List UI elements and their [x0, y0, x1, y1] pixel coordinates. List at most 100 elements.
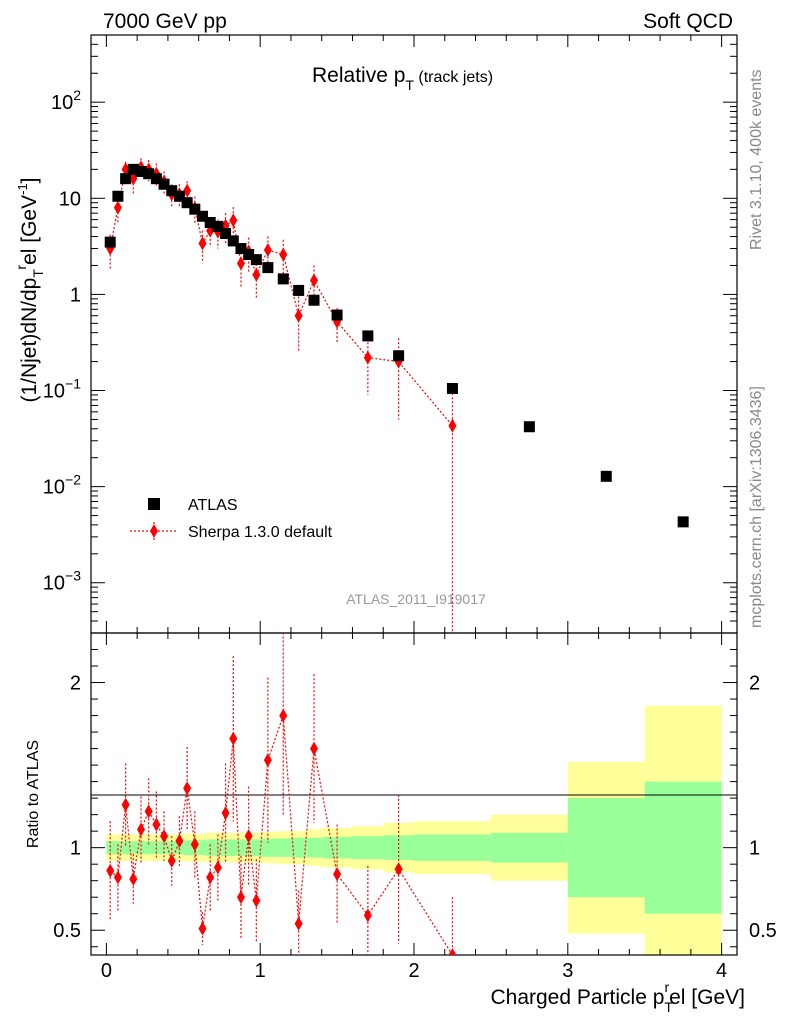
- sherpa-point: [129, 872, 138, 887]
- sherpa-point: [106, 863, 115, 878]
- band-inner: [121, 841, 130, 855]
- sherpa-point: [198, 921, 207, 936]
- atlas-point: [135, 166, 147, 178]
- sherpa-point: [252, 893, 261, 908]
- sherpa-point: [121, 162, 130, 177]
- x-tick-label: 4: [716, 960, 727, 982]
- band-inner: [106, 841, 115, 855]
- y-tick-label: 10: [59, 188, 81, 210]
- sherpa-point: [160, 829, 169, 844]
- y-tick-label: 10−1: [43, 376, 81, 403]
- sherpa-point: [183, 781, 192, 796]
- x-tick-label: 3: [562, 960, 573, 982]
- atlas-point: [262, 262, 274, 274]
- band-inner: [229, 839, 238, 856]
- atlas-point: [173, 190, 185, 202]
- atlas-point: [127, 163, 139, 175]
- atlas-point: [166, 185, 178, 197]
- sherpa-point: [144, 804, 153, 819]
- atlas-point: [120, 173, 132, 185]
- ratio-y-tick-label: 2: [70, 673, 81, 695]
- band-inner: [206, 839, 215, 856]
- atlas-point: [220, 228, 232, 240]
- atlas-point: [446, 382, 458, 394]
- band-inner: [252, 839, 261, 856]
- band-inner: [183, 840, 191, 856]
- band-inner: [275, 838, 291, 857]
- sherpa-point: [113, 200, 122, 215]
- header-energy: 7000 GeV pp: [103, 10, 227, 33]
- sherpa-point: [236, 890, 245, 905]
- sherpa-point: [229, 731, 238, 746]
- y-tick-label: 10−3: [43, 568, 81, 595]
- band-inner: [198, 840, 207, 856]
- x-axis-label: Charged Particle pTrel [GeV]: [490, 979, 745, 1015]
- band-inner: [114, 841, 122, 855]
- sherpa-point: [244, 829, 253, 844]
- sherpa-point: [333, 867, 342, 882]
- sherpa-point: [136, 822, 145, 837]
- ratio-sherpa-series: [106, 633, 457, 955]
- ratio-y-tick-label-right: 2: [749, 673, 760, 695]
- atlas-point: [189, 203, 201, 215]
- ratio-y-tick-label: 0.5: [53, 920, 81, 942]
- sherpa-point: [221, 805, 230, 820]
- band-inner: [129, 841, 138, 855]
- atlas-point: [104, 236, 116, 248]
- atlas-point: [150, 173, 162, 185]
- atlas-point: [677, 516, 689, 528]
- sherpa-point: [198, 236, 207, 251]
- sherpa-point: [152, 817, 161, 832]
- atlas-point: [277, 273, 289, 285]
- sherpa-point: [279, 708, 288, 723]
- ratio-y-tick-label-right: 1: [749, 838, 760, 860]
- ratio-y-tick-label: 1: [70, 838, 81, 860]
- atlas-point: [143, 168, 155, 180]
- sherpa-point: [229, 213, 238, 228]
- sherpa-point: [294, 308, 303, 323]
- band-inner: [306, 837, 322, 858]
- axis-ticks: 0 1 2 3 4 102 10 1 10−1 10−2 10−3 2 2 1 1 0.5 0.5: [43, 34, 777, 982]
- y-tick-label: 10−2: [43, 472, 81, 499]
- band-inner: [352, 836, 384, 860]
- sherpa-point: [213, 860, 222, 875]
- sherpa-point: [448, 418, 457, 433]
- sherpa-point: [183, 183, 192, 198]
- sherpa-point: [263, 753, 272, 768]
- atlas-point: [197, 210, 209, 222]
- legend-atlas-label: ATLAS: [188, 497, 238, 514]
- header-category: Soft QCD: [643, 10, 733, 33]
- sherpa-point: [448, 948, 457, 955]
- atlas-point: [600, 470, 612, 482]
- atlas-point: [235, 243, 247, 255]
- legend-atlas-marker: [148, 498, 160, 510]
- band-inner: [490, 832, 568, 863]
- x-tick-label: 1: [255, 960, 266, 982]
- band-inner: [644, 781, 722, 914]
- sherpa-point: [263, 242, 272, 257]
- atlas-point: [362, 330, 374, 342]
- sherpa-line: [109, 166, 453, 427]
- atlas-point: [308, 294, 320, 306]
- ratio-y-axis-label: Ratio to ATLAS: [25, 740, 42, 848]
- atlas-point: [227, 235, 239, 247]
- band-inner: [567, 798, 645, 898]
- main-y-axis-label: (1/Njet)dN/dpTrel [GeV-1]: [13, 177, 46, 402]
- sherpa-point: [206, 870, 215, 885]
- atlas-point: [112, 190, 124, 202]
- main-sherpa-series: [106, 158, 457, 633]
- atlas-point: [393, 350, 405, 362]
- atlas-point: [181, 197, 193, 209]
- sherpa-point: [310, 273, 319, 288]
- y-tick-label: 1: [70, 284, 81, 306]
- atlas-point: [158, 178, 170, 190]
- sherpa-point: [129, 171, 138, 186]
- atlas-point: [293, 284, 305, 296]
- band-inner: [167, 841, 176, 855]
- sherpa-point: [279, 247, 288, 262]
- sherpa-point: [236, 256, 245, 271]
- legend-sherpa-marker: [150, 524, 158, 538]
- band-inner: [260, 838, 276, 857]
- x-tick-label: 0: [101, 960, 112, 982]
